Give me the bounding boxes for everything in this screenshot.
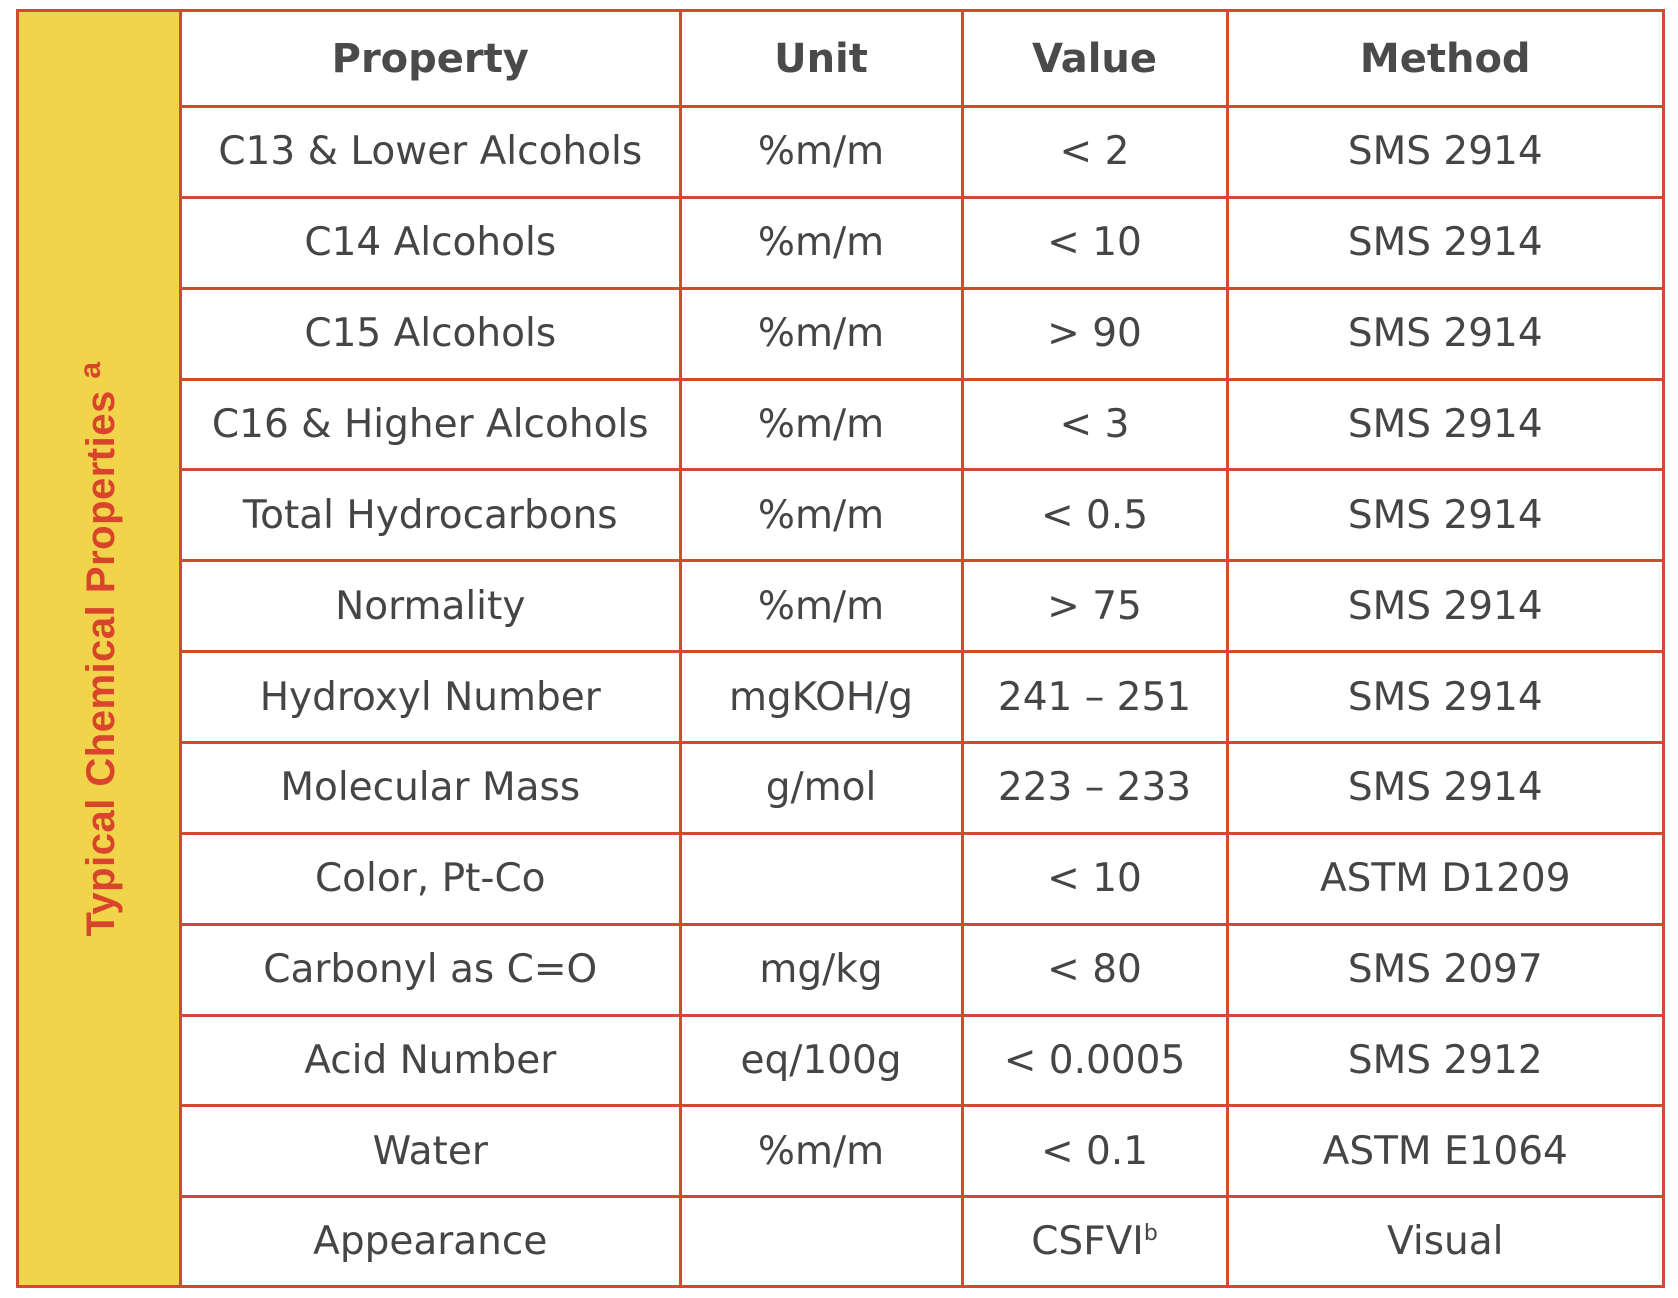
property-cell: Molecular Mass <box>182 741 682 835</box>
property-cell: C16 & Higher Alcohols <box>182 377 682 472</box>
unit-cell: %m/m <box>678 286 964 381</box>
value-cell: 223 – 233 <box>960 741 1229 835</box>
property-cell: C14 Alcohols <box>182 195 682 290</box>
unit-cell: mgKOH/g <box>678 650 964 745</box>
property-cell: Water <box>182 1104 682 1199</box>
property-cell: Appearance <box>182 1195 682 1285</box>
value-text: CSFVI <box>1031 1219 1144 1265</box>
property-cell: Hydroxyl Number <box>182 650 682 745</box>
table-row: Appearance CSFVIb Visual <box>182 1195 1662 1285</box>
value-cell: < 0.0005 <box>960 1013 1229 1108</box>
table-row: Water %m/m < 0.1 ASTM E1064 <box>182 1104 1662 1199</box>
unit-cell: mg/kg <box>678 922 964 1017</box>
value-cell: < 10 <box>960 195 1229 290</box>
properties-table: Property Unit Value Method C13 & Lower A… <box>182 12 1662 1285</box>
value-cell: < 80 <box>960 922 1229 1017</box>
table-row: Hydroxyl Number mgKOH/g 241 – 251 SMS 29… <box>182 650 1662 745</box>
header-value: Value <box>960 12 1229 108</box>
side-banner: Typical Chemical Properties a <box>19 12 182 1285</box>
property-cell: Color, Pt-Co <box>182 831 682 926</box>
table-row: Total Hydrocarbons %m/m < 0.5 SMS 2914 <box>182 468 1662 563</box>
unit-cell: eq/100g <box>678 1013 964 1108</box>
header-method: Method <box>1225 12 1662 108</box>
unit-cell: %m/m <box>678 105 964 199</box>
header-unit: Unit <box>678 12 964 108</box>
value-cell: CSFVIb <box>960 1195 1229 1285</box>
value-cell: 241 – 251 <box>960 650 1229 745</box>
method-cell: SMS 2914 <box>1225 650 1662 745</box>
method-cell: SMS 2914 <box>1225 559 1662 654</box>
unit-cell: %m/m <box>678 468 964 563</box>
method-cell: SMS 2914 <box>1225 105 1662 199</box>
table-row: Carbonyl as C=O mg/kg < 80 SMS 2097 <box>182 922 1662 1017</box>
property-cell: Total Hydrocarbons <box>182 468 682 563</box>
header-row: Property Unit Value Method <box>182 12 1662 108</box>
value-cell: < 3 <box>960 377 1229 472</box>
value-cell: > 90 <box>960 286 1229 381</box>
property-cell: Normality <box>182 559 682 654</box>
value-cell: < 0.5 <box>960 468 1229 563</box>
method-cell: SMS 2914 <box>1225 468 1662 563</box>
method-cell: SMS 2097 <box>1225 922 1662 1017</box>
method-cell: SMS 2914 <box>1225 195 1662 290</box>
unit-cell: g/mol <box>678 741 964 835</box>
unit-cell: %m/m <box>678 559 964 654</box>
side-banner-label: Typical Chemical Properties a <box>73 360 124 937</box>
table-row: C14 Alcohols %m/m < 10 SMS 2914 <box>182 195 1662 290</box>
footnote-marker: b <box>1143 1221 1158 1247</box>
table-row: Acid Number eq/100g < 0.0005 SMS 2912 <box>182 1013 1662 1108</box>
property-cell: C15 Alcohols <box>182 286 682 381</box>
method-cell: Visual <box>1225 1195 1662 1285</box>
unit-cell: %m/m <box>678 1104 964 1199</box>
value-cell: < 10 <box>960 831 1229 926</box>
method-cell: ASTM D1209 <box>1225 831 1662 926</box>
unit-cell <box>678 831 964 926</box>
unit-cell <box>678 1195 964 1285</box>
table-row: Normality %m/m > 75 SMS 2914 <box>182 559 1662 654</box>
property-cell: Carbonyl as C=O <box>182 922 682 1017</box>
value-cell: > 75 <box>960 559 1229 654</box>
table-row: C15 Alcohols %m/m > 90 SMS 2914 <box>182 286 1662 381</box>
header-property: Property <box>182 12 682 108</box>
table-row: Molecular Mass g/mol 223 – 233 SMS 2914 <box>182 741 1662 835</box>
unit-cell: %m/m <box>678 195 964 290</box>
table-row: C13 & Lower Alcohols %m/m < 2 SMS 2914 <box>182 105 1662 199</box>
unit-cell: %m/m <box>678 377 964 472</box>
method-cell: SMS 2914 <box>1225 286 1662 381</box>
value-cell: < 0.1 <box>960 1104 1229 1199</box>
method-cell: SMS 2912 <box>1225 1013 1662 1108</box>
property-cell: Acid Number <box>182 1013 682 1108</box>
table-row: Color, Pt-Co < 10 ASTM D1209 <box>182 831 1662 926</box>
method-cell: SMS 2914 <box>1225 377 1662 472</box>
method-cell: ASTM E1064 <box>1225 1104 1662 1199</box>
properties-table-frame: Typical Chemical Properties a Property U… <box>16 9 1665 1288</box>
method-cell: SMS 2914 <box>1225 741 1662 835</box>
value-cell: < 2 <box>960 105 1229 199</box>
table-row: C16 & Higher Alcohols %m/m < 3 SMS 2914 <box>182 377 1662 472</box>
property-cell: C13 & Lower Alcohols <box>182 105 682 199</box>
